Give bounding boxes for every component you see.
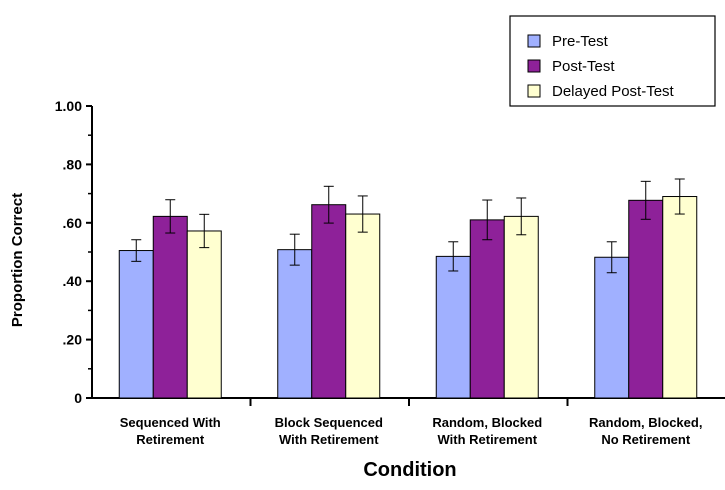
y-tick-label: .60 — [63, 215, 83, 231]
y-tick-label: .20 — [63, 332, 83, 348]
legend-label: Pre-Test — [552, 33, 609, 50]
y-tick-label: 1.00 — [55, 98, 82, 114]
bar — [503, 215, 539, 399]
x-category-label: With Retirement — [279, 432, 379, 447]
bar — [594, 256, 630, 399]
x-category-label: Retirement — [136, 432, 205, 447]
bar — [311, 204, 347, 399]
ticks: 0 .20 .40 .60 .80 1.00 Sequenced With Retiremen… — [55, 98, 703, 447]
bar — [186, 230, 222, 399]
y-tick-label: .80 — [63, 156, 83, 172]
legend: Pre-Test Post-Test Delayed Post-Test — [509, 15, 716, 107]
y-tick-label: 0 — [74, 390, 82, 406]
bar — [435, 255, 471, 399]
bar — [469, 219, 505, 399]
legend-label: Delayed Post-Test — [552, 83, 675, 100]
bar — [345, 213, 381, 399]
legend-swatch — [527, 59, 541, 73]
x-category-label: With Retirement — [437, 432, 537, 447]
bar — [277, 249, 313, 399]
y-axis-title: Proportion Correct — [9, 193, 26, 327]
bar — [118, 250, 154, 399]
legend-label: Post-Test — [552, 58, 615, 75]
bar — [662, 196, 698, 399]
legend-box — [509, 15, 716, 107]
x-category-label: Block Sequenced — [275, 415, 383, 430]
legend-swatch — [527, 84, 541, 98]
x-category-label: Random, Blocked, — [589, 415, 702, 430]
x-category-label: No Retirement — [601, 432, 691, 447]
x-category-label: Sequenced With — [120, 415, 221, 430]
x-category-label: Random, Blocked — [432, 415, 542, 430]
y-tick-label: .40 — [63, 273, 83, 289]
legend-swatch — [527, 34, 541, 48]
bars — [118, 178, 698, 399]
x-axis-title: Condition — [363, 459, 456, 481]
bar — [628, 199, 664, 399]
bar — [152, 215, 188, 399]
